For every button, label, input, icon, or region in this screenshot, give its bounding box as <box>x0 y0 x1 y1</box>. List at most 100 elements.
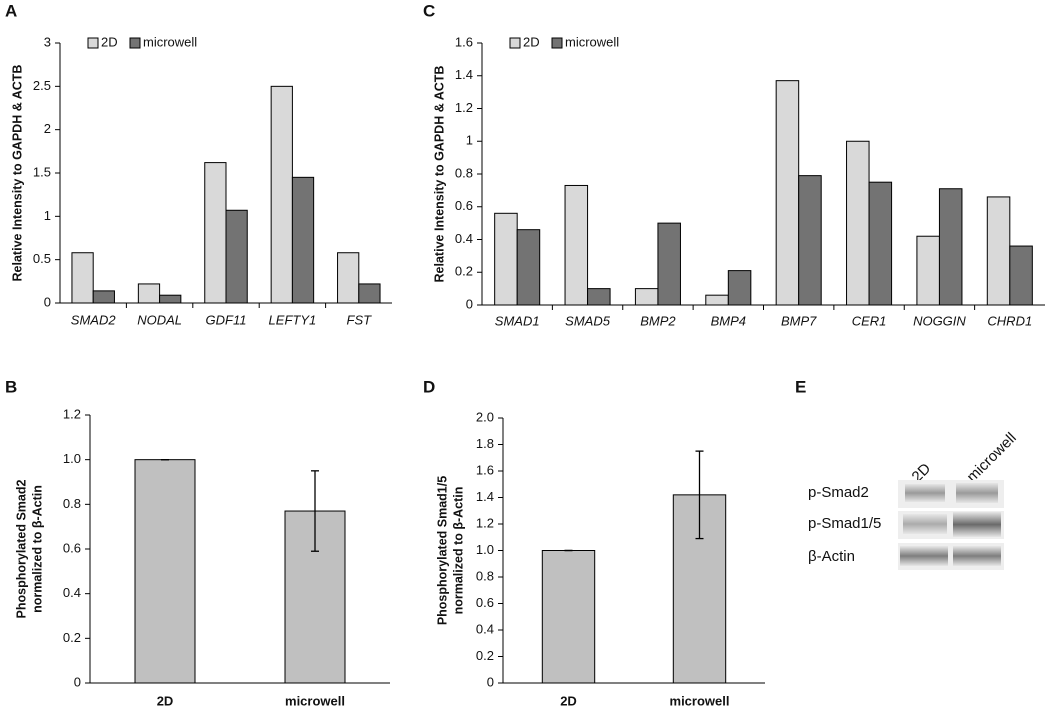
bar <box>92 290 115 304</box>
y-tick-label: 0.8 <box>455 165 473 180</box>
x-tick-label: 2D <box>560 693 577 708</box>
blot-band <box>953 512 1001 537</box>
x-tick-label: SMAD2 <box>71 312 117 327</box>
y-tick-label: 1.8 <box>476 436 494 451</box>
blot-band <box>900 546 948 566</box>
legend-label: 2D <box>523 34 540 49</box>
bar <box>868 181 893 306</box>
legend-swatch <box>551 37 563 49</box>
y-tick-label: 0.6 <box>63 540 81 555</box>
blot-band <box>953 546 1001 566</box>
bar <box>137 283 161 304</box>
y-axis-label: normalized to β-Actin <box>451 487 465 615</box>
x-tick-label: GDF11 <box>206 312 247 327</box>
y-axis-label: normalized to β-Actin <box>30 485 44 613</box>
bar <box>204 162 227 304</box>
row-label: β-Actin <box>808 548 855 565</box>
bar <box>916 235 940 306</box>
y-tick-label: 0 <box>487 674 494 689</box>
y-tick-label: 3 <box>44 34 51 49</box>
chart: D Phosphorylated Smad1/5 normalized to β-A… <box>423 377 765 708</box>
bar <box>727 270 752 306</box>
bar <box>1009 245 1033 306</box>
y-tick-label: 0.6 <box>455 198 473 213</box>
bar <box>541 550 596 684</box>
bar <box>798 175 822 306</box>
x-tick-label: NODAL <box>137 312 182 327</box>
bar <box>71 252 94 304</box>
y-tick-label: 1.2 <box>63 406 81 421</box>
y-tick-label: 0.5 <box>33 251 51 266</box>
y-tick-label: 1.0 <box>476 542 494 557</box>
bar <box>134 459 196 684</box>
x-tick-label: SMAD1 <box>495 313 540 328</box>
bar <box>938 188 963 306</box>
x-tick-label: BMP4 <box>711 313 746 328</box>
x-tick-label: NOGGIN <box>913 313 966 328</box>
bar <box>705 294 729 306</box>
bar <box>634 288 659 306</box>
y-axis-label: Phosphorylated Smad2 <box>14 479 28 618</box>
bar <box>337 252 360 304</box>
panel-letter: D <box>423 377 435 396</box>
bar <box>846 140 870 306</box>
x-tick-label: SMAD5 <box>565 313 611 328</box>
lane-label: microwell <box>964 429 1020 485</box>
y-tick-label: 0.8 <box>63 496 81 511</box>
y-tick-label: 1.4 <box>455 67 473 82</box>
x-tick-label: microwell <box>670 693 730 708</box>
bar <box>564 184 589 306</box>
bar <box>587 288 611 306</box>
y-tick-label: 0.6 <box>476 595 494 610</box>
y-tick-label: 0.4 <box>476 621 494 636</box>
y-tick-label: 1.6 <box>455 34 473 49</box>
x-tick-label: LEFTY1 <box>269 312 317 327</box>
y-tick-label: 1.2 <box>476 515 494 530</box>
y-axis-label: Phosphorylated Smad1/5 <box>435 476 449 625</box>
bar <box>516 229 541 306</box>
x-tick-label: FST <box>347 312 373 327</box>
blot-band <box>956 483 998 503</box>
y-tick-label: 0.8 <box>476 568 494 583</box>
bar <box>159 294 182 304</box>
y-tick-label: 0.4 <box>63 585 81 600</box>
y-tick-label: 1.4 <box>476 489 494 504</box>
y-tick-label: 0 <box>74 674 81 689</box>
y-tick-label: 0.2 <box>455 264 473 279</box>
row-label: p-Smad2 <box>808 484 869 501</box>
bar <box>270 85 293 304</box>
x-tick-label: CER1 <box>852 313 887 328</box>
bar <box>775 80 800 306</box>
y-tick-label: 1.2 <box>455 100 473 115</box>
x-tick-label: BMP7 <box>781 313 817 328</box>
blot-band <box>905 484 945 502</box>
blot-panel: E 2D microwell p-Smad2 p-Smad1/5 β-Actin <box>795 377 1020 570</box>
panel-letter: C <box>423 1 435 20</box>
blot-band <box>903 514 947 534</box>
y-tick-label: 0.2 <box>476 648 494 663</box>
y-tick-label: 2.5 <box>33 78 51 93</box>
y-axis-label: Relative Intensity to GAPDH & ACTB <box>432 66 446 283</box>
y-tick-label: 0.4 <box>455 231 473 246</box>
bar <box>291 176 315 304</box>
chart: B Phosphorylated Smad2 normalized to β-Act… <box>5 377 390 708</box>
y-tick-label: 1 <box>44 208 51 223</box>
x-tick-label: BMP2 <box>640 313 676 328</box>
legend-label: microwell <box>565 34 619 49</box>
y-tick-label: 0 <box>466 296 473 311</box>
panel-letter: A <box>5 1 17 20</box>
y-tick-label: 1.0 <box>63 451 81 466</box>
x-tick-label: microwell <box>285 693 345 708</box>
legend-swatch <box>87 37 99 49</box>
legend-label: microwell <box>143 34 197 49</box>
row-label: p-Smad1/5 <box>808 515 881 532</box>
chart: A Relative Intensity to GAPDH & ACTB 0 0.5 1… <box>5 1 392 327</box>
y-tick-label: 0 <box>44 294 51 309</box>
legend-swatch <box>129 37 141 49</box>
y-tick-label: 1.6 <box>476 462 494 477</box>
y-tick-label: 2.0 <box>476 409 494 424</box>
y-tick-label: 2 <box>44 121 51 136</box>
panel-letter: E <box>795 377 806 396</box>
y-tick-label: 1 <box>466 133 473 148</box>
